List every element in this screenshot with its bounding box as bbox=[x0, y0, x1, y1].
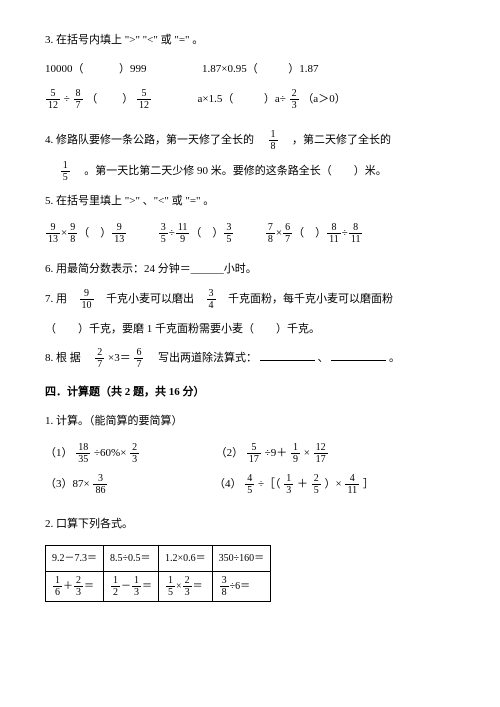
frac: 512 bbox=[137, 88, 151, 111]
frac: 87 bbox=[74, 88, 83, 111]
frac: 15 bbox=[61, 160, 70, 183]
c1-i1-label: （1） bbox=[45, 447, 73, 459]
q4-line2: 15 。第一天比第二天少修 90 米。要修的这条路全长（ ）米。 bbox=[45, 160, 455, 183]
frac: 45 bbox=[245, 473, 254, 496]
c1-i2-m1: ÷9＋ bbox=[265, 447, 288, 459]
frac: 811 bbox=[327, 222, 341, 245]
q8-t3: 、 bbox=[317, 352, 328, 364]
c1-i4-m1: ÷［（ bbox=[258, 478, 281, 490]
q8-t2: 写出两道除法算式： bbox=[158, 352, 257, 364]
q4-t2: ，第二天修了全长的 bbox=[292, 134, 391, 146]
frac: 512 bbox=[46, 88, 60, 111]
q6: 6. 用最简分数表示：24 分钟＝______小时。 bbox=[45, 259, 455, 280]
frac: 25 bbox=[312, 473, 321, 496]
frac: 386 bbox=[93, 473, 107, 496]
frac: 67 bbox=[283, 222, 292, 245]
frac: 517 bbox=[247, 442, 261, 465]
frac: 78 bbox=[266, 222, 275, 245]
table-cell: 1.2×0.6＝ bbox=[159, 546, 213, 572]
table-cell: 16＋23＝ bbox=[46, 572, 104, 602]
q8-mid: ×3＝ bbox=[108, 352, 131, 364]
c1-i4-m2: ＋ bbox=[297, 478, 308, 490]
frac: 18 bbox=[269, 129, 278, 152]
frac: 98 bbox=[68, 222, 77, 245]
q3-prompt: 3. 在括号内填上 ">" "<" 或 "=" 。 bbox=[45, 30, 455, 51]
q8-t4: 。 bbox=[389, 352, 400, 364]
q7-t2: 千克小麦可以磨出 bbox=[106, 293, 194, 305]
q7-t1: 7. 用 bbox=[45, 293, 67, 305]
frac: 67 bbox=[134, 347, 143, 370]
table-cell: 350÷160＝ bbox=[212, 546, 271, 572]
table-cell: 8.5÷0.5＝ bbox=[104, 546, 159, 572]
frac: 411 bbox=[345, 473, 359, 496]
c1-i2-label: （2） bbox=[216, 447, 244, 459]
table-cell: 15×23＝ bbox=[159, 572, 213, 602]
c1-i4-m3: ）× bbox=[325, 478, 342, 490]
frac: 119 bbox=[176, 222, 190, 245]
q7-line1: 7. 用 910 千克小麦可以磨出 34 千克面粉，每千克小麦可以磨面粉 bbox=[45, 288, 455, 311]
table-cell: 12－13＝ bbox=[104, 572, 159, 602]
frac: 910 bbox=[80, 288, 94, 311]
q4-t3: 。第一天比第二天少修 90 米。要修的这条路全长（ ）米。 bbox=[84, 165, 387, 177]
q3-row2: 512 ÷ 87 （） 512 a×1.5（ ）a÷ 23 （a＞0） bbox=[45, 88, 455, 111]
c1-i3-label: （3）87× bbox=[45, 478, 90, 490]
q3b-mid: ）a÷ bbox=[264, 93, 286, 105]
section4-title: 四．计算题（共 2 题，共 16 分） bbox=[45, 382, 455, 403]
frac: 811 bbox=[349, 222, 363, 245]
q3-i2-mid: ）1.87 bbox=[288, 63, 318, 75]
c1-title: 1. 计算。（能简算的要简算） bbox=[45, 411, 455, 432]
table-cell: 9.2－7.3＝ bbox=[46, 546, 104, 572]
frac: 23 bbox=[290, 88, 299, 111]
c1-i4-m4: ］ bbox=[363, 478, 374, 490]
frac: 19 bbox=[291, 442, 300, 465]
table-cell: 38÷6＝ bbox=[212, 572, 271, 602]
q3-i2-left: 1.87×0.95（ bbox=[202, 63, 258, 75]
c2-table: 9.2－7.3＝ 8.5÷0.5＝ 1.2×0.6＝ 350÷160＝ 16＋2… bbox=[45, 545, 271, 602]
q3b-left: a×1.5（ bbox=[198, 93, 234, 105]
c1-i1-mid: ÷60%× bbox=[94, 447, 126, 459]
c1-i2-m2: × bbox=[304, 447, 310, 459]
q7-t3: 千克面粉，每千克小麦可以磨面粉 bbox=[228, 293, 393, 305]
frac: 1217 bbox=[314, 442, 328, 465]
q5-row: 913×98（ ）913 35÷119（ ）35 78×67（ ）811÷811 bbox=[45, 222, 455, 245]
c1-row1: （1） 1835 ÷60%× 23 （2） 517 ÷9＋ 19 × 1217 bbox=[45, 442, 455, 465]
frac: 35 bbox=[159, 222, 168, 245]
c1-i4-label: （4） bbox=[214, 478, 242, 490]
frac: 1835 bbox=[76, 442, 90, 465]
c2-title: 2. 口算下列各式。 bbox=[45, 514, 455, 535]
frac: 35 bbox=[224, 222, 233, 245]
frac: 913 bbox=[46, 222, 60, 245]
q4-line1: 4. 修路队要修一条公路，第一天修了全长的 18 ，第二天修了全长的 bbox=[45, 129, 455, 152]
frac: 27 bbox=[95, 347, 104, 370]
c1-row2: （3）87× 386 （4） 45 ÷［（ 13 ＋ 25 ）× 411 ］ bbox=[45, 473, 455, 496]
q3-i1-mid: ）999 bbox=[119, 63, 147, 75]
q8: 8. 根 据 27 ×3＝ 67 写出两道除法算式： 、 。 bbox=[45, 347, 455, 370]
q3-row1: 10000（ ）999 1.87×0.95（ ）1.87 bbox=[45, 59, 455, 80]
q5-prompt: 5. 在括号里填上 ">" 、"<" 或 "=" 。 bbox=[45, 191, 455, 212]
q3b-tail: （a＞0） bbox=[302, 93, 345, 105]
q3-i1-left: 10000（ bbox=[45, 63, 84, 75]
frac: 13 bbox=[284, 473, 293, 496]
q8-t1: 8. 根 据 bbox=[45, 352, 81, 364]
q7-line2: （ ）千克，要磨 1 千克面粉需要小麦（ ）千克。 bbox=[45, 319, 455, 340]
frac: 23 bbox=[130, 442, 139, 465]
frac: 913 bbox=[112, 222, 126, 245]
frac: 34 bbox=[207, 288, 216, 311]
q4-t1: 4. 修路队要修一条公路，第一天修了全长的 bbox=[45, 134, 254, 146]
